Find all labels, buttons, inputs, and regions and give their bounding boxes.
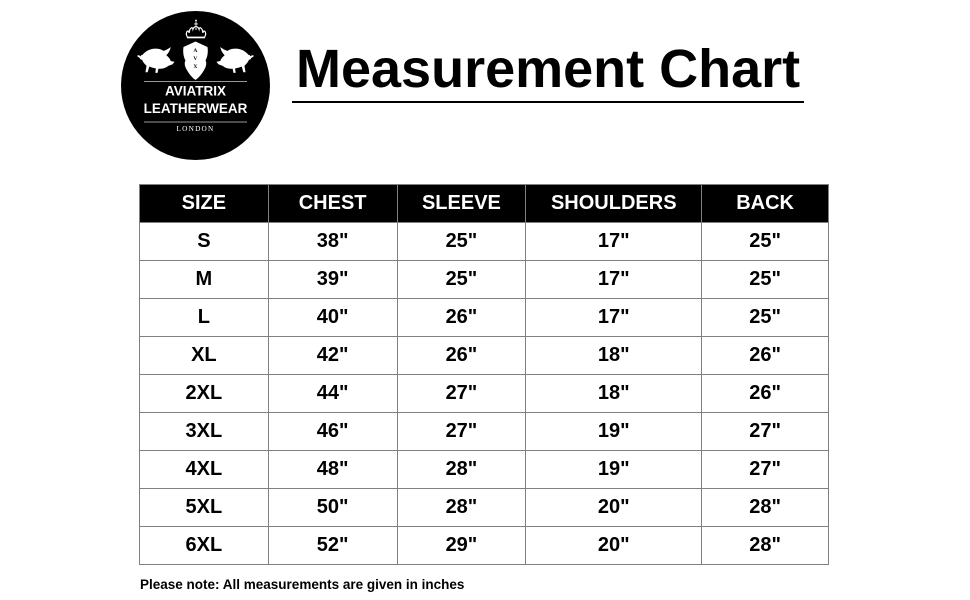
- svg-text:X: X: [193, 64, 197, 70]
- svg-text:A: A: [193, 48, 197, 54]
- svg-text:LONDON: LONDON: [176, 124, 214, 133]
- svg-text:LEATHERWEAR: LEATHERWEAR: [144, 101, 248, 116]
- svg-text:V: V: [193, 56, 197, 62]
- svg-text:AVIATRIX: AVIATRIX: [165, 84, 226, 99]
